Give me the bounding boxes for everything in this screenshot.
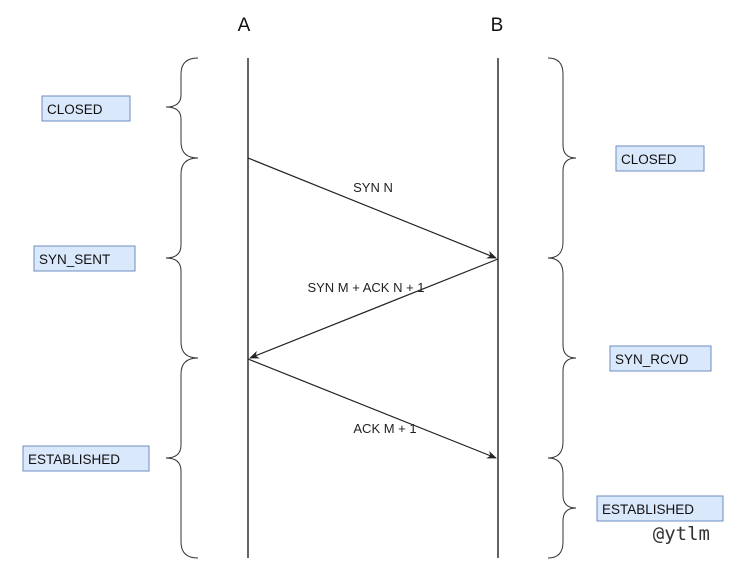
state-a-closed-label: CLOSED	[47, 102, 103, 117]
brace-a-established	[165, 357, 199, 559]
brace-b-syn-rcvd	[547, 257, 577, 459]
syn-ack-arrow	[249, 258, 499, 359]
message-label-syn: SYN N	[353, 180, 393, 195]
brace-b-closed	[547, 57, 577, 259]
state-a-established-label: ESTABLISHED	[28, 452, 120, 467]
watermark-text: @ytlm	[653, 523, 710, 545]
host-b-label: B	[491, 15, 504, 36]
message-label-ack: ACK M + 1	[353, 421, 416, 436]
state-b-established: ESTABLISHED	[596, 495, 724, 522]
state-a-closed: CLOSED	[41, 95, 131, 122]
state-b-closed-label: CLOSED	[621, 152, 677, 167]
state-b-syn-rcvd: SYN_RCVD	[609, 345, 712, 372]
message-label-syn-ack: SYN M + ACK N + 1	[307, 280, 424, 295]
state-a-syn-sent-label: SYN_SENT	[39, 252, 110, 267]
ack-arrow	[247, 358, 497, 459]
brace-b-established	[547, 457, 577, 559]
host-a-label: A	[238, 15, 251, 36]
state-b-established-label: ESTABLISHED	[602, 502, 694, 517]
state-b-syn-rcvd-label: SYN_RCVD	[615, 352, 689, 367]
syn-arrow	[247, 157, 497, 259]
brace-a-closed	[165, 57, 199, 159]
brace-a-syn-sent	[165, 157, 199, 359]
state-a-syn-sent: SYN_SENT	[33, 245, 136, 272]
state-a-established: ESTABLISHED	[22, 445, 150, 472]
state-b-closed: CLOSED	[615, 145, 705, 172]
